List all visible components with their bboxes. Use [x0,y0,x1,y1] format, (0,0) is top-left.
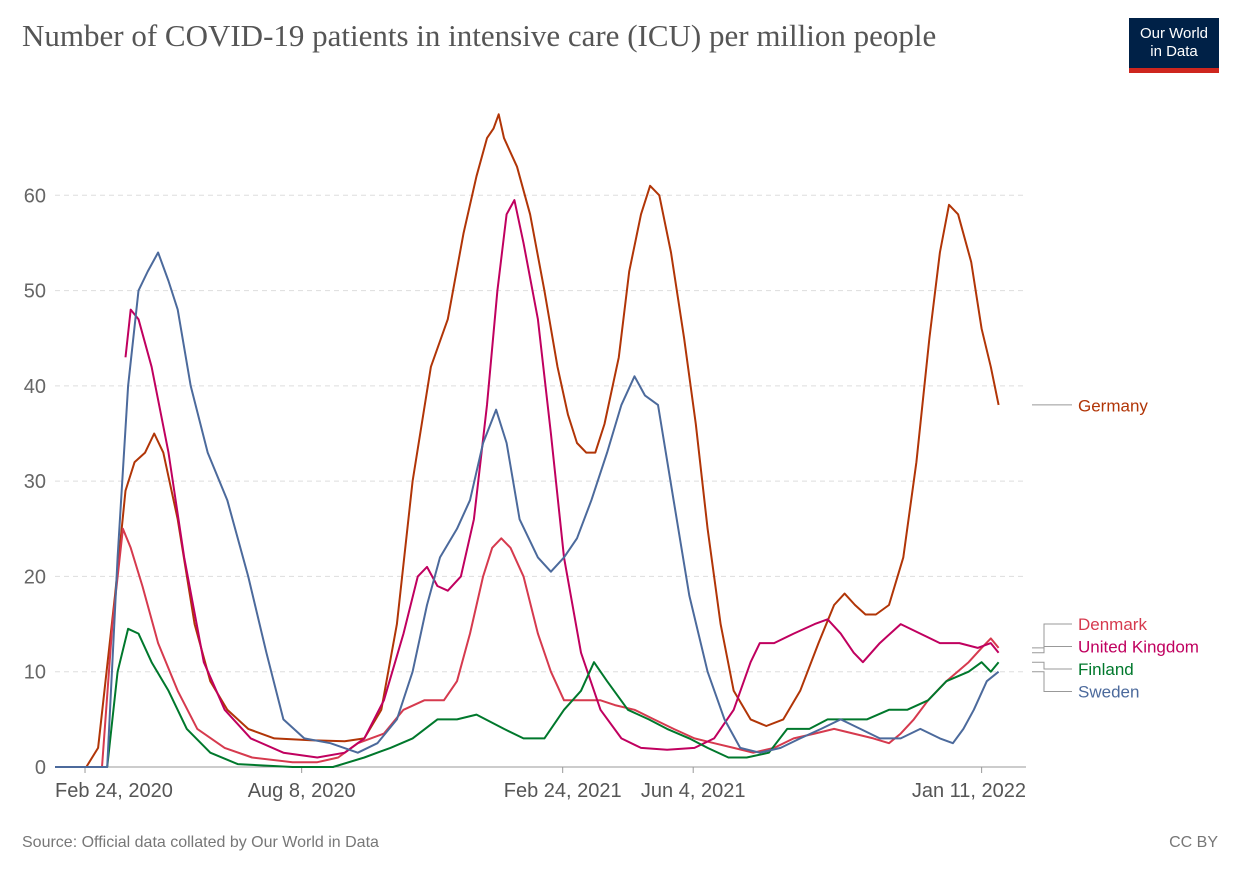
label-germany: Germany [1078,396,1148,415]
label-denmark: Denmark [1078,615,1147,634]
end-label-united-kingdom: United Kingdom [1032,638,1199,657]
label-united-kingdom: United Kingdom [1078,638,1199,657]
label-finland: Finland [1078,660,1134,679]
end-label-germany: Germany [1032,396,1148,415]
x-tick-2: Feb 24, 2021 [504,780,622,802]
y-tick-40: 40 [24,376,46,398]
series-lines [55,113,1000,768]
leader-united-kingdom [1032,646,1072,654]
end-label-finland: Finland [1032,660,1134,679]
owid-logo[interactable]: Our World in Data [1129,18,1219,73]
x-tick-0: Feb 24, 2020 [55,780,173,802]
y-tick-30: 30 [24,471,46,493]
y-tick-50: 50 [24,281,46,303]
leader-finland [1032,661,1072,670]
y-axis: 0 10 20 30 40 50 60 [24,185,46,779]
source-note: Source: Official data collated by Our Wo… [22,834,379,851]
x-tick-1: Aug 8, 2020 [248,780,356,802]
series-line-finland[interactable] [55,627,1000,768]
leader-sweden [1032,671,1072,692]
license-link[interactable]: CC BY [1169,834,1218,851]
end-label-denmark: Denmark [1032,615,1147,649]
y-tick-0: 0 [35,757,46,779]
series-line-germany[interactable] [55,113,1000,768]
series-line-denmark[interactable] [55,527,1000,768]
series-line-sweden[interactable] [55,251,1000,768]
x-tick-4: Jan 11, 2022 [912,780,1026,802]
leader-denmark [1032,623,1072,649]
label-sweden: Sweden [1078,683,1139,702]
logo-line-1: Our World [1139,25,1209,42]
chart-title: Number of COVID-19 patients in intensive… [22,18,937,53]
x-tick-3: Jun 4, 2021 [641,780,746,802]
y-tick-20: 20 [24,566,46,588]
logo-line-2: in Data [1150,43,1198,60]
series-line-united-kingdom[interactable] [124,199,1000,759]
y-tick-10: 10 [24,662,46,684]
series-end-labels: Germany Denmark United Kingdom Finland Swede… [1032,396,1199,702]
y-tick-60: 60 [24,185,46,207]
end-label-sweden: Sweden [1032,671,1139,702]
x-axis: Feb 24, 2020 Aug 8, 2020 Feb 24, 2021 Jun 4… [55,766,1026,802]
